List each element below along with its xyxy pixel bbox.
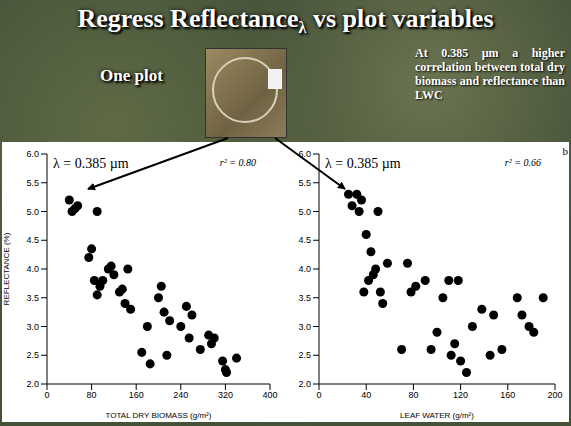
svg-text:320: 320 [218,390,233,400]
svg-text:2.0: 2.0 [298,379,311,389]
svg-text:4.0: 4.0 [298,264,311,274]
svg-text:160: 160 [500,390,515,400]
svg-text:0: 0 [44,390,49,400]
svg-text:120: 120 [453,390,468,400]
svg-text:400: 400 [262,390,277,400]
html-text:λ = 0.385 µm: λ = 0.385 µm [53,156,129,171]
html-text:One plot: One plot [100,66,163,85]
svg-text:4.5: 4.5 [298,235,311,245]
svg-text:2.5: 2.5 [298,350,311,360]
svg-text:80: 80 [87,390,97,400]
html-text:λ = 0.385 µm: λ = 0.385 µm [325,156,401,171]
svg-text:6.0: 6.0 [26,149,39,159]
html-text:Regress Reflectanceλvs plot va: Regress Reflectanceλvs plot variables [77,4,494,37]
html-text:r² = 0.80: r² = 0.80 [219,157,256,168]
svg-text:160: 160 [129,390,144,400]
svg-text:5.0: 5.0 [26,207,39,217]
svg-text:5.5: 5.5 [298,178,311,188]
svg-text:3.5: 3.5 [26,293,39,303]
svg-text:REFLECTANCE (%): REFLECTANCE (%) [2,232,11,305]
svg-text:0: 0 [316,390,321,400]
svg-text:3.5: 3.5 [298,293,311,303]
html-text:At 0.385 µm a higher correlati: At 0.385 µm a higher correlation between… [415,46,565,102]
svg-text:80: 80 [408,390,418,400]
svg-text:TOTAL DRY BIOMASS (g/m²): TOTAL DRY BIOMASS (g/m²) [106,411,212,420]
svg-text:3.0: 3.0 [26,322,39,332]
svg-text:200: 200 [547,390,562,400]
svg-text:4.0: 4.0 [26,264,39,274]
svg-text:3.0: 3.0 [298,322,311,332]
svg-text:4.5: 4.5 [26,235,39,245]
svg-text:5.0: 5.0 [298,207,311,217]
svg-text:LEAF WATER (g/m²): LEAF WATER (g/m²) [400,411,474,420]
html-text:r² = 0.66: r² = 0.66 [504,157,541,168]
html-text:b: b [562,145,568,157]
svg-text:6.0: 6.0 [298,149,311,159]
svg-text:5.5: 5.5 [26,178,39,188]
svg-text:2.5: 2.5 [26,350,39,360]
svg-text:240: 240 [173,390,188,400]
svg-text:40: 40 [361,390,371,400]
svg-text:2.0: 2.0 [26,379,39,389]
